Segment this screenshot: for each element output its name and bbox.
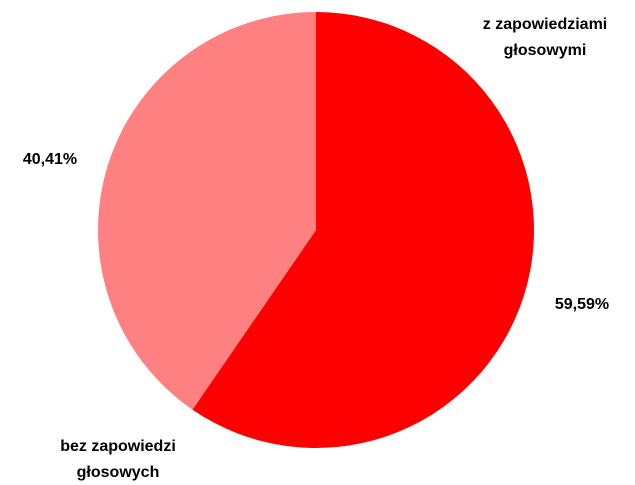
value-label: 59,59% <box>554 296 610 313</box>
pie-slice <box>98 12 317 410</box>
value-label: 40,41% <box>22 151 78 168</box>
pie-slice <box>192 11 535 448</box>
category-label: bez zapowiedzi głosowych <box>60 438 176 481</box>
category-label: z zapowiedziami głosowymi <box>482 16 608 59</box>
